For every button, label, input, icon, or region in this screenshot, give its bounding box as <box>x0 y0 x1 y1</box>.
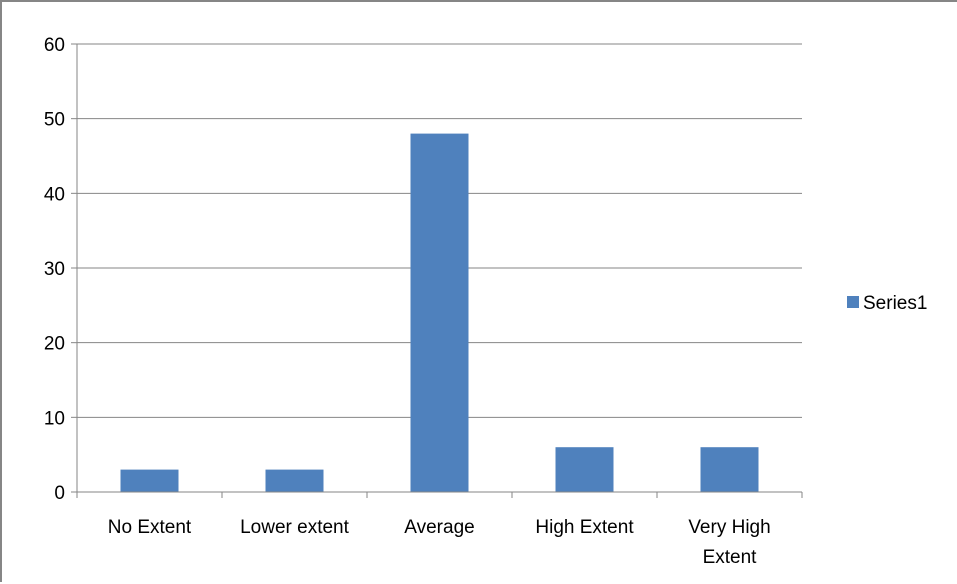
x-tick-label-line: No Extent <box>108 517 192 538</box>
bar-no-extent <box>121 470 179 492</box>
y-tick-label-50: 50 <box>44 110 65 131</box>
x-tick-labels: No Extent Lower extent Average High Extent V… <box>108 517 771 568</box>
bar-lower-extent <box>266 470 324 492</box>
legend-label-series1: Series1 <box>863 293 927 314</box>
bar-high-extent <box>556 447 614 492</box>
x-tick-label-line: Lower extent <box>240 517 350 538</box>
x-tick-label-line: High Extent <box>535 517 634 538</box>
x-tick-label-line: Extent <box>703 547 758 568</box>
legend: Series1 <box>847 293 927 314</box>
y-tick-label-20: 20 <box>44 334 65 355</box>
y-tick-label-60: 60 <box>44 35 65 56</box>
x-tick-label-average: Average <box>404 517 474 538</box>
x-tick-label-high-extent: High Extent <box>535 517 634 538</box>
bar-average <box>411 134 469 492</box>
y-tick-label-30: 30 <box>44 259 65 280</box>
bar-very-high-extent <box>701 447 759 492</box>
y-tick-labels: 0 10 20 30 40 50 60 <box>44 35 65 504</box>
y-tick-label-10: 10 <box>44 408 65 429</box>
y-tick-label-40: 40 <box>44 184 65 205</box>
x-tick-label-very-high-extent: Very High Extent <box>688 517 770 568</box>
y-tick-label-0: 0 <box>54 483 65 504</box>
x-tick-label-lower-extent: Lower extent <box>240 517 350 538</box>
x-tick-label-line: Average <box>404 517 474 538</box>
legend-swatch-series1 <box>847 296 859 308</box>
bars <box>121 134 759 492</box>
x-tick-label-no-extent: No Extent <box>108 517 192 538</box>
x-tick-label-line: Very High <box>688 517 770 538</box>
